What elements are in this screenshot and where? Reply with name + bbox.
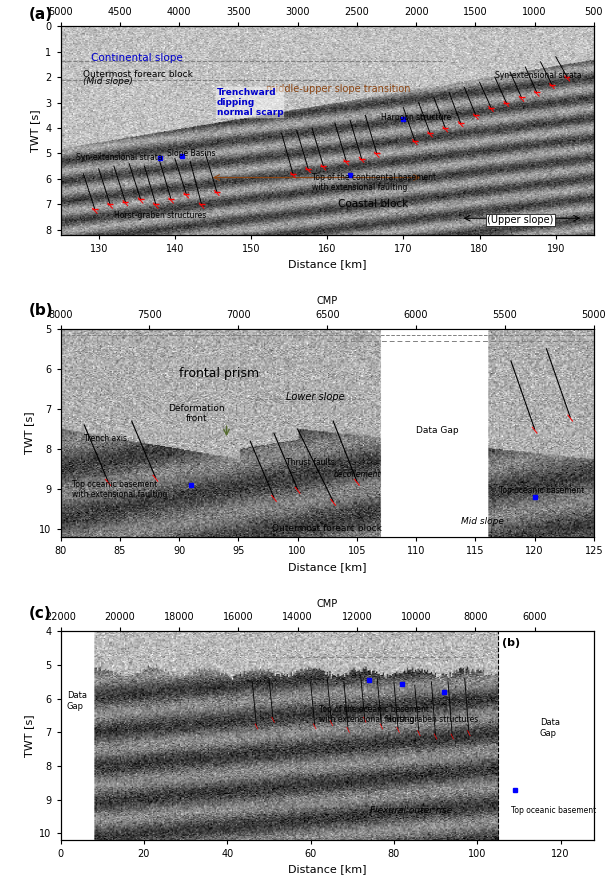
Text: Data Gap: Data Gap (416, 426, 459, 435)
Text: Thrust faults: Thrust faults (286, 458, 335, 467)
Text: Horst-graben structures: Horst-graben structures (114, 212, 206, 220)
Text: Trenchward
dipping
normal scarp: Trenchward dipping normal scarp (217, 88, 284, 117)
Text: middle-upper slope transition: middle-upper slope transition (266, 84, 411, 94)
Y-axis label: TWT [s]: TWT [s] (30, 109, 40, 152)
Y-axis label: TWT [s]: TWT [s] (24, 714, 34, 757)
X-axis label: CMP: CMP (316, 598, 338, 609)
Text: Syn-extensional strata: Syn-extensional strata (76, 153, 162, 162)
Text: (b): (b) (502, 639, 521, 648)
Text: Deformation
front: Deformation front (168, 403, 225, 423)
Text: (a): (a) (28, 7, 53, 22)
Bar (381, 329, 487, 537)
Text: (b): (b) (28, 304, 53, 318)
Text: Lower slope: Lower slope (286, 392, 344, 402)
Text: Data
Gap: Data Gap (540, 718, 560, 738)
Text: Top oceanic basement: Top oceanic basement (510, 806, 596, 816)
Text: Top of the oceanic basement
with extensional faulting: Top of the oceanic basement with extensi… (319, 704, 429, 724)
Text: decollement: decollement (333, 470, 381, 480)
Text: (Mid slope): (Mid slope) (84, 76, 133, 86)
Text: Outermost forearc block: Outermost forearc block (84, 70, 193, 79)
Text: Top oceanic basement
with extensional faulting: Top oceanic basement with extensional fa… (73, 480, 168, 500)
Text: Mid slope: Mid slope (461, 517, 504, 526)
Text: Top oceanic basement: Top oceanic basement (499, 487, 584, 495)
X-axis label: Distance [km]: Distance [km] (288, 864, 367, 875)
Text: Top of the continental basement
with extensional faulting: Top of the continental basement with ext… (312, 173, 436, 192)
Text: Trench axis: Trench axis (84, 434, 127, 443)
Text: (c): (c) (28, 606, 52, 621)
X-axis label: Distance [km]: Distance [km] (288, 562, 367, 572)
Text: Horst-graben structures: Horst-graben structures (385, 715, 478, 724)
Text: Continental slope: Continental slope (91, 53, 183, 63)
Text: Slope Basins: Slope Basins (167, 149, 216, 158)
X-axis label: Distance [km]: Distance [km] (288, 260, 367, 270)
Text: Flexural outer rise: Flexural outer rise (370, 806, 452, 815)
X-axis label: CMP: CMP (316, 297, 338, 306)
Text: Data
Gap: Data Gap (67, 691, 87, 710)
Y-axis label: TWT [s]: TWT [s] (24, 412, 34, 454)
Text: Harpoon structure: Harpoon structure (381, 114, 451, 122)
Text: Coastal block: Coastal block (338, 199, 408, 209)
Text: Outermost forearc block: Outermost forearc block (272, 524, 382, 533)
Text: (Upper slope): (Upper slope) (487, 215, 554, 226)
Text: Syn-extensional strata: Syn-extensional strata (495, 72, 582, 80)
Text: frontal prism: frontal prism (179, 367, 259, 380)
